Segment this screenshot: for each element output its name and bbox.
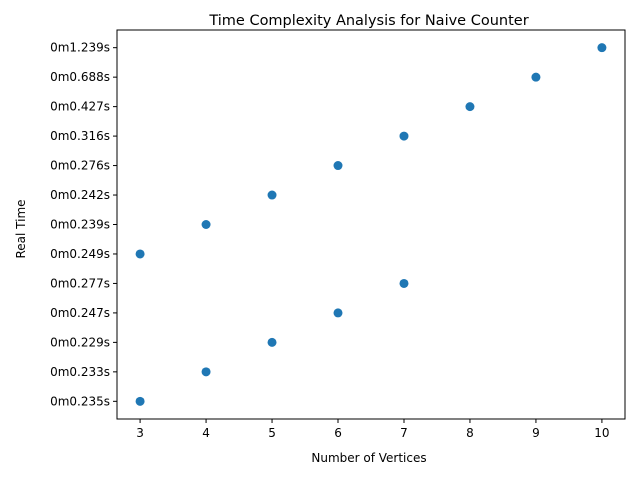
x-tick-label: 5 [268,426,276,440]
y-tick-label: 0m0.316s [50,129,110,143]
data-point [267,337,277,347]
data-point [399,131,409,141]
y-tick-label: 0m0.233s [50,365,110,379]
x-tick-label: 4 [202,426,210,440]
x-tick-label: 3 [136,426,144,440]
x-tick-label: 8 [466,426,474,440]
y-tick-label: 0m0.276s [50,159,110,173]
y-tick-label: 0m0.427s [50,100,110,114]
data-point [597,43,607,53]
y-axis-label: Real Time [14,199,28,258]
x-tick-label: 6 [334,426,342,440]
y-tick-label: 0m0.229s [50,335,110,349]
data-point [135,396,145,406]
data-point [267,190,277,200]
y-tick-label: 0m0.239s [50,218,110,232]
y-tick-label: 0m0.247s [50,306,110,320]
x-tick-label: 9 [532,426,540,440]
data-point [201,220,211,229]
x-axis-label: Number of Vertices [311,451,426,465]
data-point [135,249,145,259]
y-tick-label: 0m0.688s [50,70,110,84]
chart-title: Time Complexity Analysis for Naive Count… [208,13,528,29]
y-tick-label: 0m0.249s [50,247,110,261]
data-point [333,308,343,318]
data-point [531,72,541,82]
x-tick-label: 7 [400,426,408,440]
x-tick-label: 10 [594,426,609,440]
data-point [465,102,475,112]
y-tick-label: 0m1.239s [50,41,110,55]
data-point [399,278,409,288]
data-point [333,161,343,171]
plot-area: 3 4 5 6 7 8 9 10 0m0.235s 0m0.233s 0m0.229s 0m0.247… [50,29,626,440]
data-point [201,367,211,377]
y-tick-label: 0m0.235s [50,394,110,408]
y-tick-label: 0m0.277s [50,276,110,290]
y-tick-label: 0m0.242s [50,188,110,202]
